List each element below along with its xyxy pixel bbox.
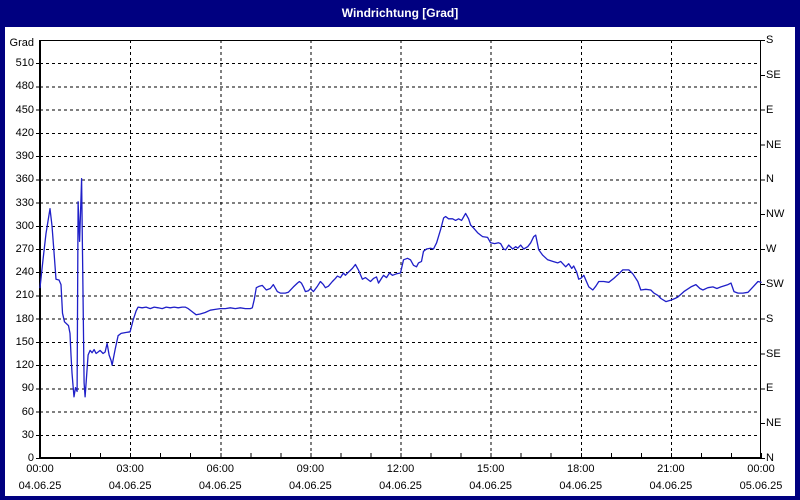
compass-label: N xyxy=(766,452,774,464)
compass-label: N xyxy=(766,173,774,186)
x-axis-time-label: 18:00 xyxy=(566,463,595,475)
y-axis-tick-label: 330 xyxy=(15,196,34,209)
x-axis-date-label: 04.06.25 xyxy=(18,480,62,492)
y-axis-unit-label: Grad xyxy=(9,37,34,49)
chart-panel xyxy=(5,27,795,496)
y-axis-tick-label: 390 xyxy=(15,150,34,163)
y-axis-tick-label: 180 xyxy=(15,312,34,325)
y-axis-tick-label: 270 xyxy=(15,243,34,255)
y-axis-tick-label: 90 xyxy=(21,382,34,395)
x-axis-time-label: 00:00 xyxy=(26,463,54,475)
y-axis-tick-label: 420 xyxy=(15,126,34,139)
x-axis-time-label: 06:00 xyxy=(206,463,235,475)
y-axis-tick-label: 510 xyxy=(15,57,34,70)
x-axis-date-label: 04.06.25 xyxy=(288,480,332,492)
compass-label: E xyxy=(766,103,774,116)
window-title: Windrichtung [Grad] xyxy=(341,6,459,20)
compass-label: SE xyxy=(766,347,781,360)
x-axis-time-label: 12:00 xyxy=(386,463,415,475)
compass-label: SE xyxy=(766,68,781,81)
x-axis-date-label: 04.06.25 xyxy=(108,480,152,492)
compass-label: S xyxy=(766,34,774,46)
compass-label: SW xyxy=(766,277,784,290)
x-axis-time-label: 00:00 xyxy=(747,463,775,475)
y-axis-tick-label: 450 xyxy=(15,103,34,116)
y-axis-tick-label: 360 xyxy=(15,173,34,186)
y-axis-tick-label: 240 xyxy=(15,266,34,279)
wind-direction-line xyxy=(39,177,762,398)
x-axis-time-label: 03:00 xyxy=(116,463,144,475)
compass-label: NW xyxy=(766,208,785,221)
compass-label: NE xyxy=(766,138,782,151)
compass-label: NE xyxy=(766,417,782,430)
compass-label: W xyxy=(766,243,777,255)
y-axis-tick-label: 300 xyxy=(15,219,34,232)
x-axis-date-label: 05.06.25 xyxy=(739,480,783,492)
x-axis-date-label: 04.06.25 xyxy=(649,480,693,492)
x-axis-date-label: 04.06.25 xyxy=(379,480,422,492)
y-axis-tick-label: 0 xyxy=(27,452,34,464)
x-axis-time-label: 21:00 xyxy=(657,463,685,475)
y-axis-tick-label: 150 xyxy=(15,335,34,348)
window-title-bar: Windrichtung [Grad] xyxy=(0,0,800,27)
x-axis-time-label: 09:00 xyxy=(296,463,325,475)
y-axis-tick-label: 30 xyxy=(21,428,34,441)
x-axis-date-label: 04.06.25 xyxy=(469,480,513,492)
x-axis-date-label: 04.06.25 xyxy=(559,480,603,492)
y-axis-tick-label: 480 xyxy=(15,80,34,93)
y-axis-tick-label: 60 xyxy=(21,405,34,418)
x-axis-date-label: 04.06.25 xyxy=(198,480,242,492)
y-axis-tick-label: 120 xyxy=(15,359,34,372)
x-axis-time-label: 15:00 xyxy=(476,463,505,475)
compass-label: S xyxy=(766,312,774,325)
compass-label: E xyxy=(766,382,774,395)
y-axis-tick-label: 210 xyxy=(15,289,34,302)
